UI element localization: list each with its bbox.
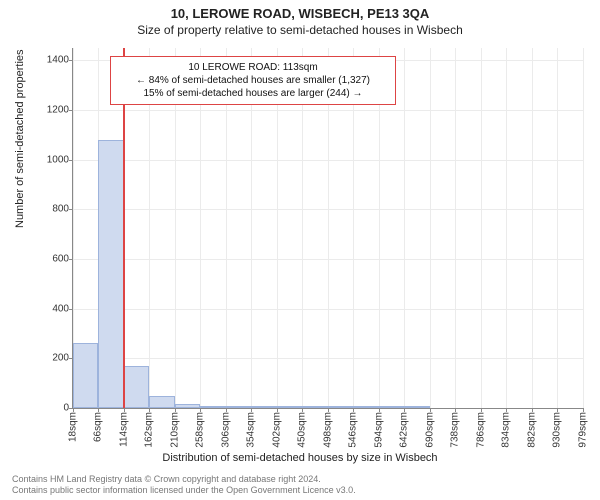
annotation-line3: 15% of semi-detached houses are larger (…: [119, 87, 387, 100]
footer-line3: Contains public sector information licen…: [12, 485, 356, 496]
x-tick-label: 979sqm: [578, 412, 589, 448]
x-tick-label: 642sqm: [399, 412, 410, 448]
gridline-v: [404, 48, 405, 408]
title-sub: Size of property relative to semi-detach…: [0, 21, 600, 37]
histogram-bar: [251, 406, 276, 408]
histogram-bar: [379, 406, 404, 408]
annotation-line2: ← 84% of semi-detached houses are smalle…: [119, 74, 387, 87]
x-tick-label: 114sqm: [118, 412, 129, 447]
x-tick-label: 210sqm: [169, 412, 180, 448]
histogram-bar: [404, 406, 429, 408]
histogram-bar: [302, 406, 327, 408]
gridline-v: [532, 48, 533, 408]
footer-attribution: Contains HM Land Registry data © Crown c…: [12, 474, 356, 496]
annotation-box: 10 LEROWE ROAD: 113sqm ← 84% of semi-det…: [110, 56, 396, 105]
chart-container: 10, LEROWE ROAD, WISBECH, PE13 3QA Size …: [0, 0, 600, 500]
gridline-v: [481, 48, 482, 408]
histogram-bar: [226, 406, 251, 408]
x-tick-label: 690sqm: [424, 412, 435, 448]
y-axis-title: Number of semi-detached properties: [14, 49, 26, 228]
x-tick-label: 930sqm: [551, 412, 562, 448]
x-tick-label: 594sqm: [373, 412, 384, 448]
y-tick-label: 1200: [47, 105, 73, 116]
histogram-bar: [73, 343, 98, 408]
x-tick-label: 498sqm: [322, 412, 333, 448]
histogram-bar: [124, 366, 149, 408]
title-main: 10, LEROWE ROAD, WISBECH, PE13 3QA: [0, 0, 600, 21]
histogram-bar: [175, 404, 200, 408]
histogram-bar: [353, 406, 378, 408]
histogram-bar: [328, 406, 353, 408]
gridline-v: [557, 48, 558, 408]
y-tick-label: 200: [52, 353, 73, 364]
y-tick-label: 800: [52, 204, 73, 215]
y-tick-label: 400: [52, 303, 73, 314]
x-tick-label: 18sqm: [68, 412, 79, 442]
x-tick-label: 354sqm: [246, 412, 257, 448]
annotation-line1: 10 LEROWE ROAD: 113sqm: [119, 61, 387, 74]
histogram-bar: [277, 406, 302, 408]
gridline-v: [455, 48, 456, 408]
footer-line1: Contains HM Land Registry data © Crown c…: [12, 474, 356, 485]
x-tick-label: 66sqm: [93, 412, 104, 442]
x-axis-title: Distribution of semi-detached houses by …: [0, 452, 600, 464]
gridline-v: [506, 48, 507, 408]
x-tick-label: 834sqm: [501, 412, 512, 448]
y-tick-label: 600: [52, 254, 73, 265]
y-tick-label: 1400: [47, 55, 73, 66]
histogram-bar: [149, 396, 174, 408]
histogram-bar: [200, 406, 225, 408]
x-tick-label: 450sqm: [297, 412, 308, 448]
gridline-v: [583, 48, 584, 408]
histogram-bar: [98, 140, 123, 408]
x-tick-label: 258sqm: [195, 412, 206, 448]
x-tick-label: 306sqm: [220, 412, 231, 448]
x-tick-label: 786sqm: [475, 412, 486, 448]
x-tick-label: 738sqm: [450, 412, 461, 448]
gridline-v: [430, 48, 431, 408]
x-tick-label: 882sqm: [526, 412, 537, 448]
x-tick-label: 162sqm: [144, 412, 155, 448]
x-tick-label: 402sqm: [271, 412, 282, 448]
y-tick-label: 1000: [47, 154, 73, 165]
x-tick-label: 546sqm: [348, 412, 359, 448]
